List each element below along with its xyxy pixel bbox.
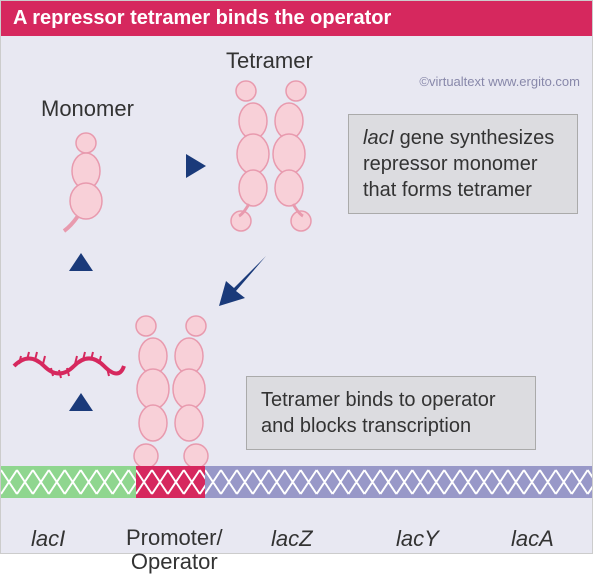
tetramer-bound-graphic	[111, 311, 231, 471]
diagram-main: ©virtualtext www.ergito.com Monomer Tetr…	[1, 36, 592, 552]
header-title: A repressor tetramer binds the operator	[13, 7, 391, 29]
gene-label-lacI: lacI	[31, 526, 65, 552]
monomer-label: Monomer	[41, 96, 134, 122]
mrna-graphic	[9, 346, 129, 386]
dna-seg-operator	[136, 466, 206, 498]
arrow-dna-to-mrna	[61, 391, 101, 456]
info1-italic: lacI	[363, 127, 394, 149]
info-box-synthesis: lacI gene synthesizes repressor monomer …	[348, 114, 578, 214]
info2-line1: Tetramer binds to operator	[261, 389, 496, 411]
info1-line3: that forms tetramer	[363, 179, 532, 201]
diagram-container: A repressor tetramer binds the operator …	[0, 0, 593, 554]
dna-track	[1, 466, 592, 498]
gene-label-lacA: lacA	[511, 526, 554, 552]
gene-label-lacY: lacY	[396, 526, 439, 552]
arrow-tetramer-to-dna	[211, 251, 281, 316]
tetramer-top-graphic	[211, 76, 331, 246]
monomer-graphic	[56, 131, 116, 241]
dna-seg-lacI	[1, 466, 136, 498]
gene-label-lacZ: lacZ	[271, 526, 313, 552]
info1-line2: repressor monomer	[363, 153, 538, 175]
info1-rest: gene synthesizes	[394, 127, 554, 149]
gene-label-promoter-operator: Promoter/ Operator	[126, 526, 223, 574]
header-bar: A repressor tetramer binds the operator	[1, 1, 592, 36]
operator-text: Operator	[131, 549, 218, 574]
info2-line2: and blocks transcription	[261, 415, 471, 437]
arrow-monomer-to-tetramer	[141, 146, 211, 186]
info-box-binding: Tetramer binds to operator and blocks tr…	[246, 376, 536, 450]
promoter-text: Promoter/	[126, 525, 223, 550]
attribution-text: ©virtualtext www.ergito.com	[419, 74, 580, 89]
arrow-mrna-to-monomer	[61, 251, 101, 316]
tetramer-label: Tetramer	[226, 48, 313, 74]
dna-seg-structural	[205, 466, 592, 498]
